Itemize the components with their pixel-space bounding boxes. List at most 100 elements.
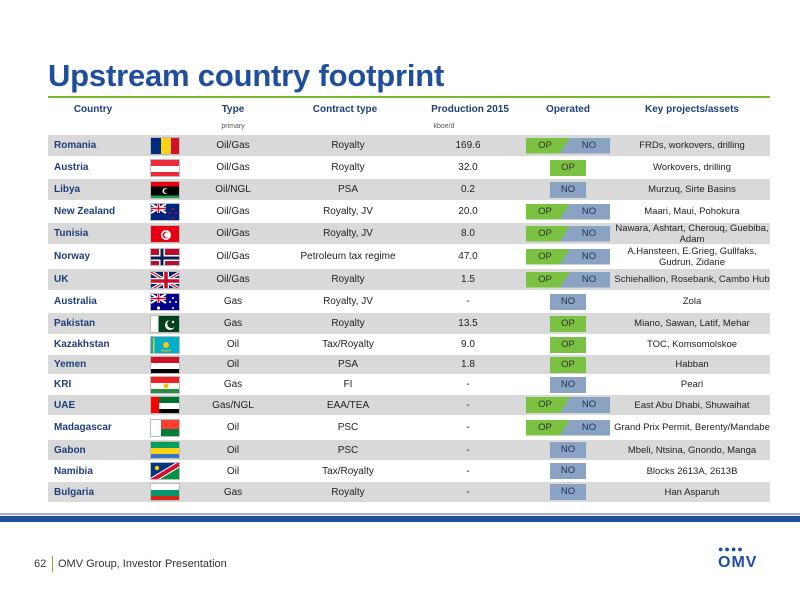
- key-projects: Murzuq, Sirte Basins: [648, 184, 736, 195]
- resource-type: Gas: [223, 296, 243, 307]
- table-row: New Zealand Oil/Gas Royalty, JV 20.0 OP NO Maa…: [48, 201, 770, 223]
- contract-type: Royalty: [331, 318, 365, 329]
- page-number: 62: [34, 558, 47, 570]
- operated-indicator: OP NO: [526, 419, 610, 436]
- australia-flag-icon: [150, 292, 180, 311]
- header-country: Country: [73, 104, 113, 115]
- production-value: 9.0: [461, 339, 475, 350]
- country-name: New Zealand: [54, 206, 116, 217]
- uae-flag-icon: [150, 396, 180, 414]
- country-name: Kazakhstan: [54, 339, 110, 350]
- footer-separator: [52, 556, 53, 572]
- production-value: 0.2: [461, 184, 475, 195]
- resource-type: Oil: [226, 359, 240, 370]
- operated-badge: OP: [526, 419, 570, 436]
- pakistan-flag-icon: [150, 314, 180, 333]
- table-row: KRI Gas FI - NO Pearl: [48, 375, 770, 395]
- key-projects: Zola: [682, 296, 702, 307]
- table-row: UK Oil/Gas Royalty 1.5 OP NO Schiehallion, Ros…: [48, 269, 770, 291]
- country-name: UAE: [54, 399, 76, 411]
- header-type-sub: primary: [221, 123, 245, 130]
- resource-type: Oil/Gas: [216, 228, 250, 239]
- contract-type: Royalty: [331, 486, 365, 498]
- non-operated-badge: NO: [550, 293, 586, 310]
- production-value: 47.0: [458, 251, 478, 262]
- operated-badge: OP: [526, 271, 570, 288]
- resource-type: Oil/NGL: [215, 184, 251, 195]
- omv-logo: ●●●● OMV: [718, 544, 774, 578]
- kazakhstan-flag-icon: [150, 335, 180, 354]
- contract-type: Royalty, JV: [323, 296, 373, 307]
- country-name: Namibia: [54, 465, 93, 477]
- production-value: 169.6: [455, 140, 481, 151]
- table-row: Yemen Oil PSA 1.8 OP Habban: [48, 355, 770, 375]
- key-projects: Grand Prix Permit, Berenty/Mandabe: [614, 422, 770, 433]
- contract-type: PSC: [337, 422, 359, 433]
- resource-type: Gas: [223, 379, 243, 390]
- resource-type: Oil/Gas: [216, 251, 250, 262]
- resource-type: Gas: [223, 486, 243, 498]
- yemen-flag-icon: [150, 355, 180, 374]
- uk-flag-icon: [150, 270, 180, 289]
- non-operated-badge: NO: [560, 225, 610, 242]
- non-operated-badge: NO: [560, 203, 610, 220]
- namibia-flag-icon: [150, 462, 180, 480]
- operated-indicator: OP NO: [526, 225, 610, 242]
- production-value: 32.0: [458, 162, 478, 173]
- table-row: Bulgaria Gas Royalty - NO Han Asparuh: [48, 482, 770, 503]
- table-row: Gabon Oil PSC - NO Mbeli, Ntsina, Gnondo, Man…: [48, 440, 770, 461]
- table-row: Kazakhstan Oil Tax/Royalty 9.0 OP TOC, Komsom…: [48, 335, 770, 355]
- kri-flag-icon: [150, 375, 180, 394]
- key-projects: Blocks 2613A, 2613B: [646, 465, 738, 477]
- header-projects: Key projects/assets: [645, 104, 739, 115]
- production-value: 1.8: [461, 359, 475, 370]
- key-projects: A.Hansteen, E.Grieg, Gullfaks, Gudrun, Z…: [627, 245, 757, 268]
- operated-indicator: OP NO: [526, 397, 610, 413]
- norway-flag-icon: [150, 247, 180, 266]
- table-row: Namibia Oil Tax/Royalty - NO Blocks 2613A, 26…: [48, 461, 770, 482]
- key-projects: Habban: [675, 359, 709, 370]
- operated-indicator: OP: [526, 336, 610, 353]
- resource-type: Oil: [226, 422, 240, 433]
- country-name: Libya: [54, 184, 81, 195]
- country-name: KRI: [54, 379, 72, 390]
- key-projects: Schiehallion, Rosebank, Cambo Hub: [614, 274, 770, 285]
- operated-indicator: NO: [526, 484, 610, 500]
- tunisia-flag-icon: [150, 224, 180, 243]
- resource-type: Gas/NGL: [212, 399, 254, 411]
- production-value: 1.5: [461, 274, 475, 285]
- key-projects: TOC, Komsomolskoe: [646, 339, 738, 350]
- operated-indicator: NO: [526, 463, 610, 479]
- contract-type: EAA/TEA: [326, 399, 370, 411]
- contract-type: Royalty, JV: [323, 206, 373, 217]
- non-operated-badge: NO: [560, 397, 610, 413]
- table-row: Libya Oil/NGL PSA 0.2 NO Murzuq, Sirte Basins: [48, 179, 770, 201]
- header-contract: Contract type: [312, 104, 378, 115]
- header-operated: Operated: [546, 104, 590, 115]
- contract-type: Royalty: [331, 140, 365, 151]
- resource-type: Oil: [226, 339, 240, 350]
- country-name: Yemen: [54, 359, 87, 370]
- footer-band: [0, 516, 800, 522]
- operated-badge: OP: [550, 315, 586, 332]
- footer-text: OMV Group, Investor Presentation: [58, 558, 227, 570]
- key-projects: FRDs, workovers, drilling: [639, 140, 745, 151]
- table-row: Australia Gas Royalty, JV - NO Zola: [48, 291, 770, 313]
- production-value: -: [466, 296, 470, 307]
- resource-type: Oil/Gas: [216, 162, 250, 173]
- operated-indicator: OP NO: [526, 137, 610, 154]
- table-row: Norway Oil/Gas Petroleum tax regime 47.0 OP N…: [48, 245, 770, 269]
- non-operated-badge: NO: [550, 484, 586, 500]
- non-operated-badge: NO: [560, 248, 610, 265]
- resource-type: Gas: [223, 318, 243, 329]
- operated-badge: OP: [526, 203, 570, 220]
- libya-flag-icon: [150, 180, 180, 199]
- key-projects: Miano, Sawan, Latif, Mehar: [634, 318, 750, 329]
- country-name: Madagascar: [54, 422, 112, 433]
- resource-type: Oil/Gas: [216, 140, 250, 151]
- key-projects: Workovers, drilling: [653, 162, 731, 173]
- page-title: Upstream country footprint: [48, 58, 445, 93]
- table-row: UAE Gas/NGL EAA/TEA - OP NO East Abu Dhabi, Sh…: [48, 395, 770, 416]
- production-value: -: [466, 399, 470, 411]
- country-name: Austria: [54, 162, 89, 173]
